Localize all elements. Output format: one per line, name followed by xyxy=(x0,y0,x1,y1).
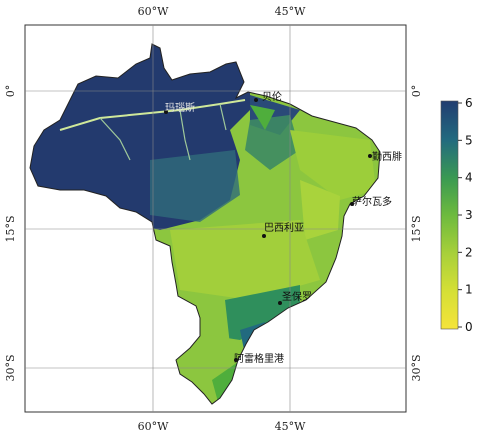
lon-label-top-45w: 45°W xyxy=(275,5,306,18)
lon-label-top-60w: 60°W xyxy=(138,5,169,18)
city-dot-porto-alegre xyxy=(234,358,238,362)
colorbar-tick-label: 1 xyxy=(465,283,473,297)
lon-label-bottom-45w: 45°W xyxy=(275,420,306,433)
colorbar-gradient xyxy=(440,100,459,330)
city-label-porto-alegre: 阿雷格里港 xyxy=(234,352,284,365)
lat-label-right-30s: 30°S xyxy=(410,354,423,381)
city-label-manaus: 玛瑙斯 xyxy=(165,101,195,114)
city-label-fortaleza: 勤西腓 xyxy=(372,150,402,163)
city-label-brasilia: 巴西利亚 xyxy=(264,222,304,234)
city-dot-belem xyxy=(254,98,258,102)
city-label-salvador: 萨尔瓦多 xyxy=(352,195,392,208)
colorbar-tick-label: 4 xyxy=(465,171,473,185)
colorbar-tick-label: 3 xyxy=(465,208,473,222)
city-label-belem: 贝伦 xyxy=(262,90,282,103)
lat-label-left-0: 0° xyxy=(4,85,17,98)
lon-label-bottom-60w: 60°W xyxy=(138,420,169,433)
lat-label-left-15s: 15°S xyxy=(4,215,17,242)
colorbar: 6 5 4 3 2 1 0 xyxy=(440,96,473,334)
lat-label-right-15s: 15°S xyxy=(410,215,423,242)
city-markers: 贝伦 玛瑙斯 勤西腓 萨尔瓦多 巴西利亚 圣保罗 阿雷格里港 xyxy=(164,90,402,365)
graticule xyxy=(25,25,406,412)
colorbar-tick-label: 6 xyxy=(465,96,473,110)
colorbar-tick-label: 0 xyxy=(465,320,473,334)
city-label-sao-paulo: 圣保罗 xyxy=(282,290,312,303)
city-dot-brasilia xyxy=(262,234,266,238)
colorbar-tick-label: 2 xyxy=(465,245,473,259)
city-dot-sao-paulo xyxy=(278,301,282,305)
city-dot-fortaleza xyxy=(368,154,372,158)
colorbar-tick-label: 5 xyxy=(465,133,473,147)
city-dot-manaus xyxy=(164,110,168,114)
lat-label-left-30s: 30°S xyxy=(4,354,17,381)
lat-label-right-0: 0° xyxy=(410,85,423,98)
city-dot-salvador xyxy=(350,202,354,206)
